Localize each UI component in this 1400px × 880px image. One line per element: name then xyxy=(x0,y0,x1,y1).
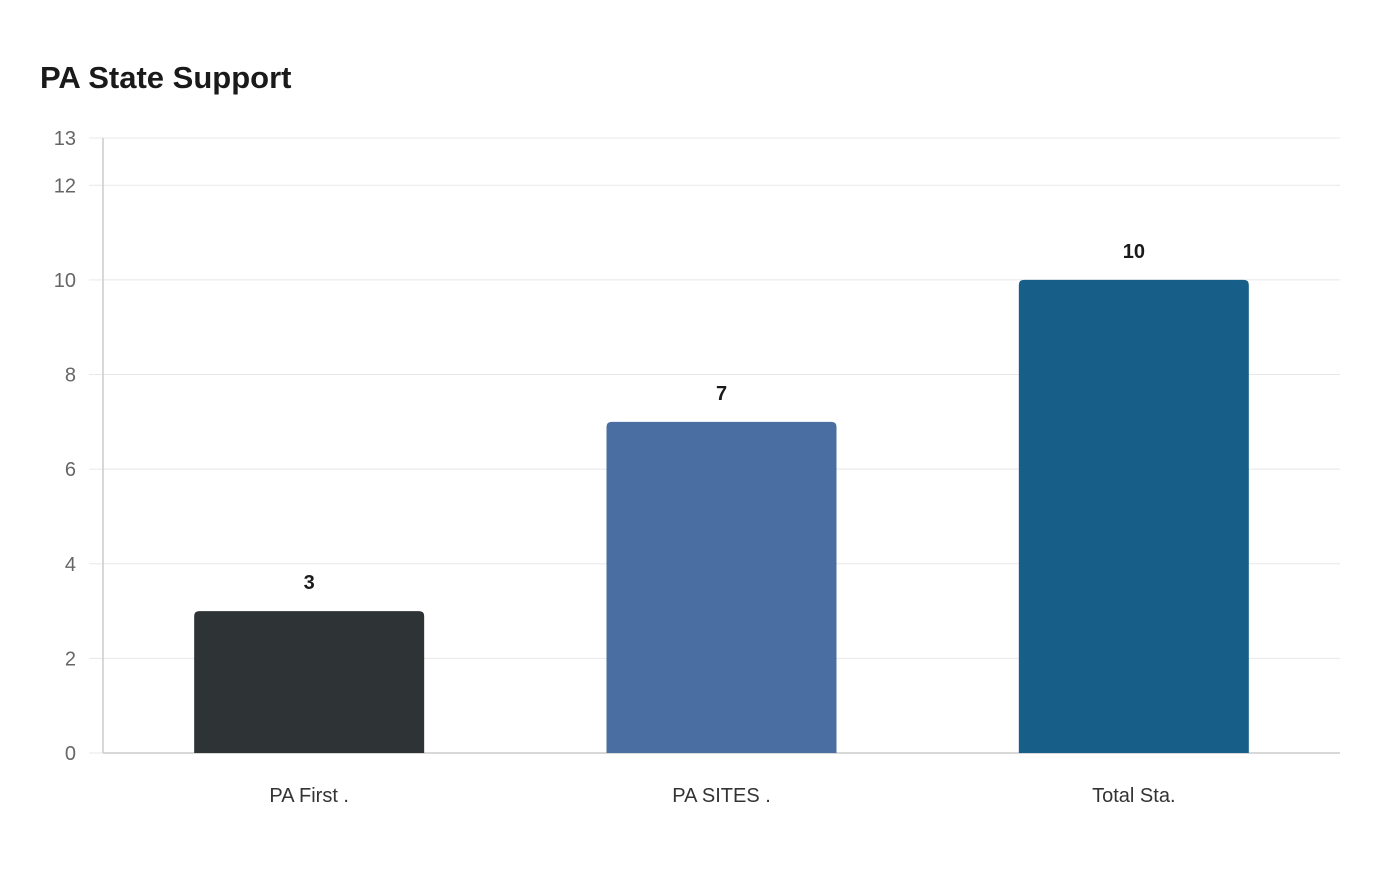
bars xyxy=(194,279,1249,753)
y-tick-label: 4 xyxy=(65,554,76,576)
data-label: 3 xyxy=(304,572,315,594)
y-tick-label: 6 xyxy=(65,459,76,481)
chart-title: PA State Support xyxy=(40,60,292,95)
x-category-label: PA SITES . xyxy=(672,785,771,807)
y-tick-label: 10 xyxy=(54,270,76,292)
bar-3[interactable] xyxy=(1018,279,1249,753)
data-label: 7 xyxy=(716,383,727,405)
data-label: 10 xyxy=(1123,241,1145,263)
y-tick-label: 8 xyxy=(65,365,76,387)
y-tick-label: 12 xyxy=(54,175,76,197)
y-tick-label: 0 xyxy=(65,743,76,765)
y-tick-label: 2 xyxy=(65,648,76,670)
bar-2[interactable] xyxy=(606,421,837,753)
x-category-label: Total Sta. xyxy=(1092,785,1175,807)
x-category-label: PA First . xyxy=(269,785,349,807)
y-tick-label: 13 xyxy=(54,128,76,150)
bar-1[interactable] xyxy=(194,611,425,753)
labels: 0 2 4 6 8 10 12 13 3 PA First . 7 PA SITES . 10 Total… xyxy=(54,128,1176,807)
